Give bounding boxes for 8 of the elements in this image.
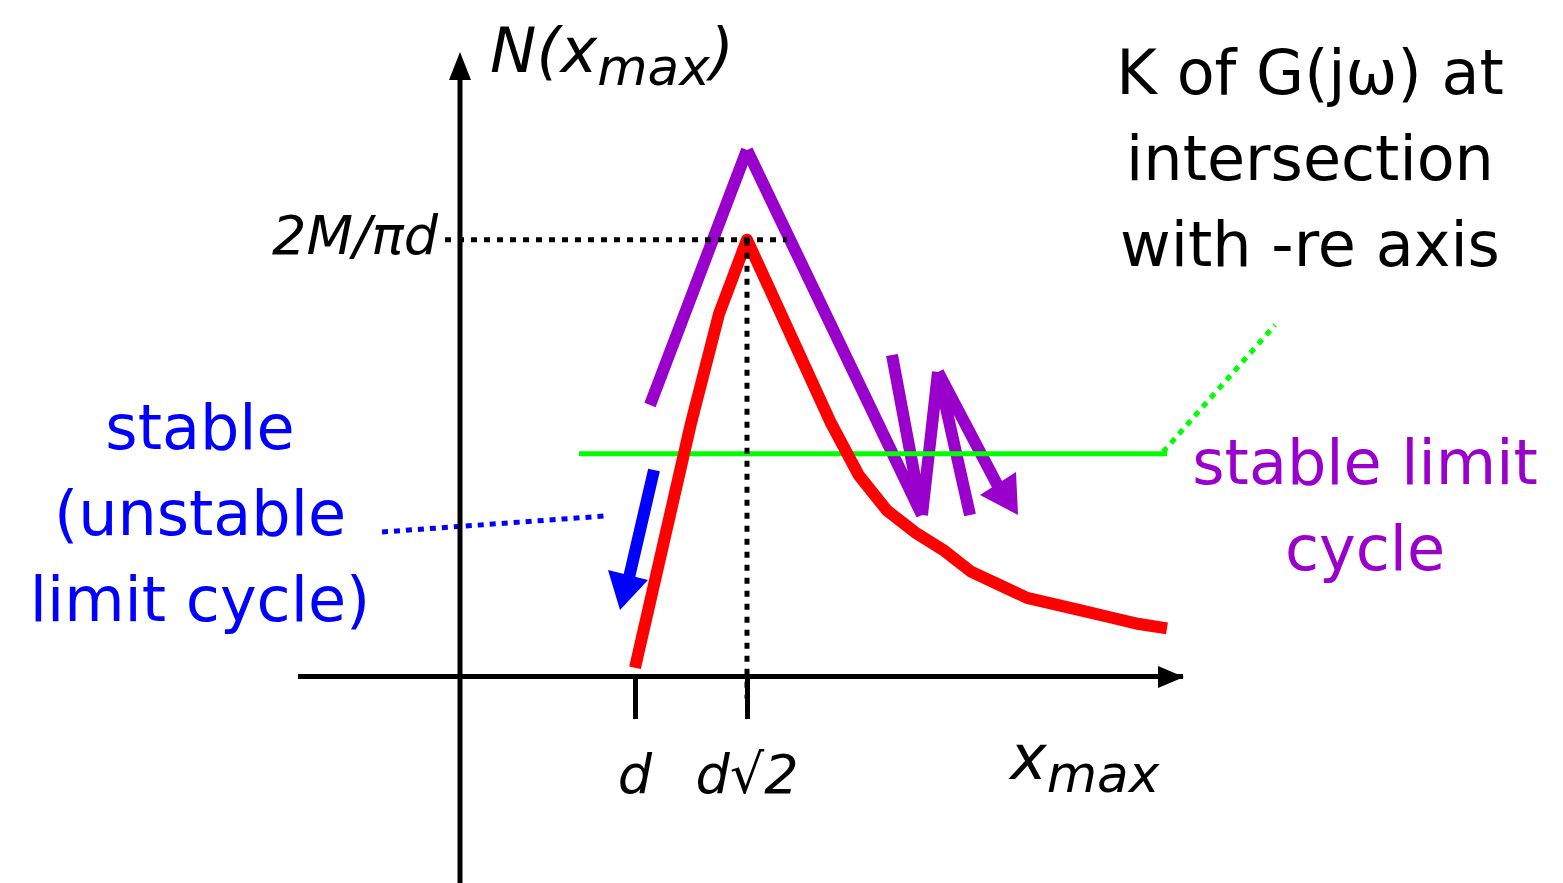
text: stable limit cycle — [1191, 425, 1539, 587]
annotation: K of G(jω) at intersection with -re axis — [1115, 35, 1505, 283]
y-axis-title: N(x$_{max}$) — [490, 13, 735, 100]
x-tick-label: d√2 — [695, 742, 799, 806]
x-tick-label: d — [617, 742, 653, 806]
ref-line-label: 2M/πd — [272, 203, 439, 267]
text: stable (unstable limit cycle) — [28, 390, 372, 638]
x-axis-title: x$_{max}$ — [1010, 720, 1160, 807]
